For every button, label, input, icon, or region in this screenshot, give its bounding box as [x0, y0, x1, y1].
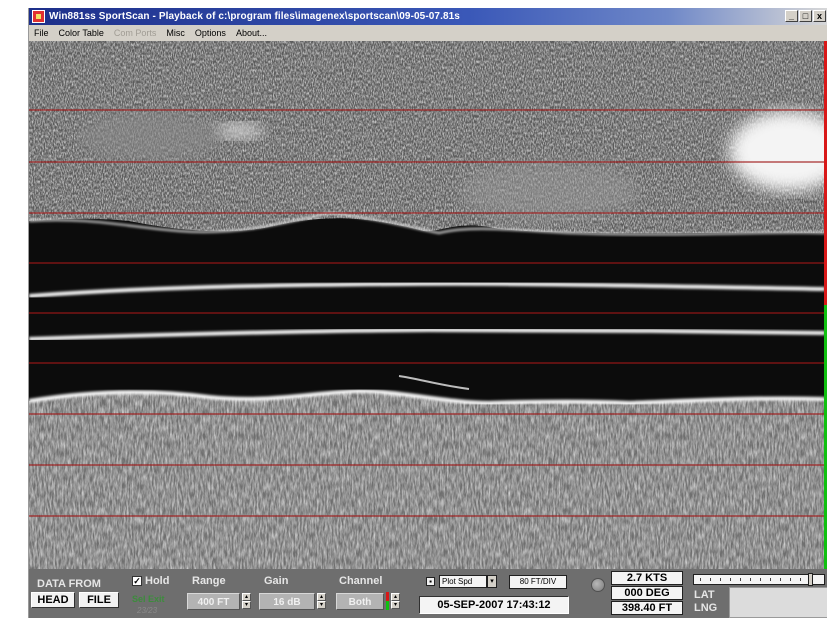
status-disc-icon [591, 578, 605, 592]
edge-indicator-green [824, 305, 827, 569]
gain-up-icon[interactable]: ▴ [317, 593, 326, 601]
dropdown-arrow-icon[interactable]: ▾ [487, 575, 497, 588]
slider-thumb[interactable] [808, 573, 813, 586]
maximize-button[interactable]: □ [799, 10, 812, 22]
data-from-label: DATA FROM [37, 578, 101, 590]
range-up-icon[interactable]: ▴ [242, 593, 251, 601]
head-button[interactable]: HEAD [31, 592, 75, 608]
menu-misc[interactable]: Misc [166, 28, 185, 38]
slider-ticks [700, 578, 820, 581]
lat-label: LAT [694, 589, 715, 601]
close-button[interactable]: x [813, 10, 826, 22]
heading-readout: 000 DEG [611, 586, 683, 600]
channel-port-indicator [386, 592, 389, 601]
gain-stepper[interactable]: ▴ ▾ [317, 593, 326, 610]
app-window: Win881ss SportScan - Playback of c:\prog… [28, 8, 827, 618]
gain-label: Gain [264, 575, 289, 587]
edge-indicator-red [824, 41, 827, 305]
latlng-display [729, 587, 827, 618]
plot-select-value: Plot Spd [442, 577, 473, 586]
channel-down-icon[interactable]: ▾ [391, 601, 400, 609]
datetime-display: 05-SEP-2007 17:43:12 [419, 596, 569, 614]
plot-select[interactable]: Plot Spd ▾ [439, 575, 497, 588]
range-down-icon[interactable]: ▾ [242, 601, 251, 609]
hold-label: Hold [145, 575, 170, 587]
speed-readout: 2.7 KTS [611, 571, 683, 585]
playback-slider[interactable] [693, 573, 825, 586]
plot-toggle-icon[interactable]: ▪ [426, 577, 435, 586]
window-title: Win881ss SportScan - Playback of c:\prog… [49, 11, 460, 22]
window-controls: _ □ x [785, 10, 826, 22]
menu-com-ports: Com Ports [113, 28, 157, 38]
menu-color-table[interactable]: Color Table [58, 28, 104, 38]
status-green-text: Sel Exit [132, 594, 165, 604]
sonar-display[interactable] [29, 41, 825, 569]
gain-value: 16 dB [259, 593, 315, 610]
menu-bar: File Color Table Com Ports Misc Options … [29, 25, 827, 41]
range-stepper[interactable]: ▴ ▾ [242, 593, 251, 610]
sonar-image [29, 41, 825, 569]
minimize-button[interactable]: _ [785, 10, 798, 22]
channel-starboard-indicator [386, 601, 389, 610]
lng-label: LNG [694, 602, 718, 614]
file-button[interactable]: FILE [79, 592, 119, 608]
status-dim-text: 23/23 [137, 606, 158, 615]
menu-file[interactable]: File [34, 28, 49, 38]
channel-stepper[interactable]: ▴ ▾ [391, 593, 400, 610]
app-icon[interactable] [32, 10, 45, 23]
control-panel: DATA FROM HEAD FILE ✓ Hold Sel Exit 23/2… [29, 569, 827, 618]
range-value: 400 FT [187, 593, 240, 610]
distance-readout: 398.40 FT [611, 601, 683, 615]
channel-label: Channel [339, 575, 383, 587]
title-bar: Win881ss SportScan - Playback of c:\prog… [29, 8, 827, 25]
gain-down-icon[interactable]: ▾ [317, 601, 326, 609]
range-label: Range [192, 575, 226, 587]
menu-about[interactable]: About... [235, 28, 267, 38]
scale-box: 80 FT/DIV [509, 575, 567, 589]
channel-up-icon[interactable]: ▴ [391, 593, 400, 601]
menu-options[interactable]: Options [194, 28, 226, 38]
hold-checkbox[interactable]: ✓ [132, 576, 142, 586]
channel-value: Both [336, 593, 384, 610]
